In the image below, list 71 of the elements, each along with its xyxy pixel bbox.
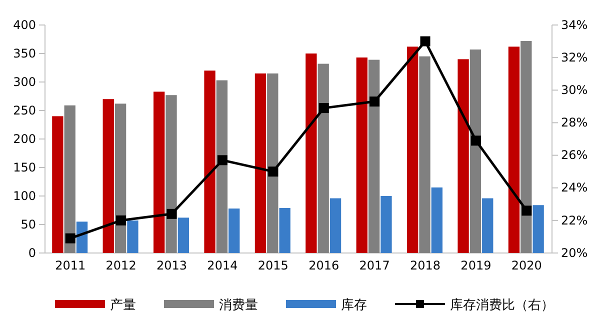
point [470,136,481,146]
bar [204,70,216,253]
bar [279,208,290,253]
y2-tick-label: 34% [561,18,588,32]
bar [102,99,114,253]
bar [470,50,482,253]
legend-label: 消费量 [219,298,258,313]
x-tick-label: 2019 [460,258,492,273]
x-tick-label: 2014 [207,258,238,273]
bar [127,220,138,253]
legend-label: 库存消费比（右） [450,298,554,313]
point [65,233,76,244]
y-tick-label: 200 [13,132,36,146]
point [522,206,532,216]
point [268,166,278,177]
bar [52,116,64,253]
bar [431,187,442,253]
bar [419,56,430,253]
y2-tick-label: 32% [561,50,588,64]
legend-label: 产量 [110,298,136,313]
bar [267,73,278,253]
bar [482,198,494,253]
point [217,155,228,166]
bar [532,205,544,253]
bar [407,46,418,253]
y2-tick-label: 24% [561,180,588,195]
y2-tick-label: 22% [561,213,588,228]
bar [318,64,329,253]
y-tick-label: 100 [13,188,36,203]
y-tick-label: 300 [13,74,36,89]
y-tick-label: 400 [13,18,36,32]
y-tick-label: 0 [28,246,36,260]
point [420,36,430,46]
y-tick-label: 150 [13,160,36,174]
point [318,103,329,114]
point [370,96,380,107]
x-tick-label: 2013 [156,258,188,273]
x-tick-label: 2015 [258,258,288,273]
bar [64,105,76,253]
y2-tick-label: 20% [561,246,588,260]
bar [306,54,317,253]
x-tick-label: 2016 [308,258,340,273]
y-tick-label: 250 [13,103,36,118]
y2-tick-label: 30% [561,82,588,97]
bar [216,80,228,253]
bar [254,73,266,253]
bar [166,95,177,253]
bar [380,196,392,253]
y2-tick-label: 28% [561,116,588,130]
x-tick-label: 2011 [55,258,86,273]
bar [356,57,368,253]
bar [178,218,189,253]
x-tick-label: 2018 [410,258,441,273]
bar [458,59,469,253]
point [116,215,126,226]
x-tick-label: 2020 [511,258,542,273]
bar [114,104,126,253]
bar [154,92,165,253]
bar [508,46,520,253]
bar [228,208,240,253]
bar [330,198,342,253]
y-tick-label: 350 [13,46,36,60]
y2-tick-label: 26% [561,148,588,162]
y-tick-label: 50 [20,217,36,232]
x-tick-label: 2017 [359,258,390,273]
x-tick-label: 2012 [106,258,136,273]
legend-label: 库存 [341,298,367,313]
bar [520,40,532,253]
point [166,208,177,219]
bar [368,60,380,253]
bar [76,222,88,253]
